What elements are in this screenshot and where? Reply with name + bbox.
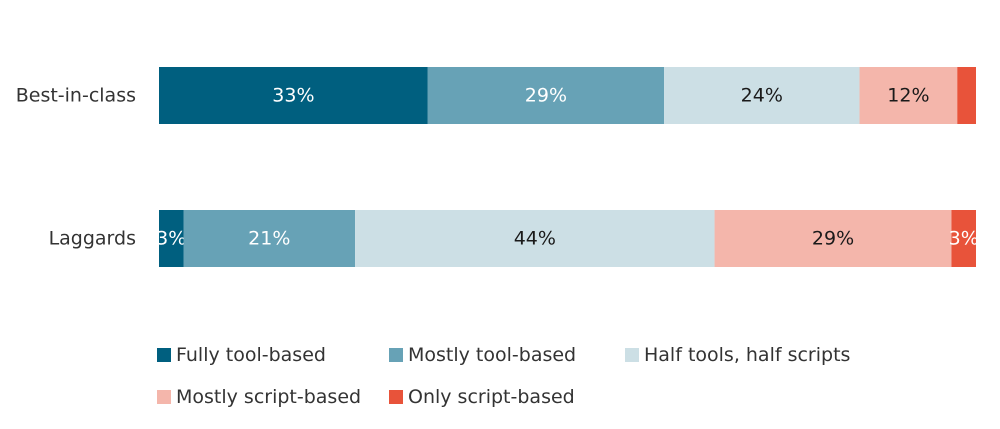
- data-label: 12%: [887, 85, 929, 107]
- legend: Fully tool-based Mostly tool-based Half to…: [157, 344, 850, 408]
- data-label: 3%: [949, 228, 979, 250]
- bar-segment: [355, 210, 715, 267]
- legend-swatch: [157, 348, 171, 362]
- bar-segment: [159, 210, 184, 267]
- bars-group: Best-in-class 33% 29% 24% 12% Laggards 3% 21% 44…: [16, 67, 979, 267]
- legend-label: Fully tool-based: [176, 344, 326, 366]
- bar-segment: [714, 210, 952, 267]
- data-label: 29%: [812, 228, 854, 250]
- legend-swatch: [157, 390, 171, 404]
- legend-item: Half tools, half scripts: [625, 344, 850, 366]
- data-label: 44%: [514, 228, 556, 250]
- bar-segment: [957, 67, 976, 124]
- bar-segment: [951, 210, 976, 267]
- legend-item: Mostly tool-based: [389, 344, 576, 366]
- bar-segment: [183, 210, 356, 267]
- legend-label: Mostly tool-based: [408, 344, 576, 366]
- legend-swatch: [389, 390, 403, 404]
- data-label: 21%: [248, 228, 290, 250]
- bar-segment: [859, 67, 958, 124]
- legend-label: Only script-based: [408, 386, 575, 408]
- bar-segment: [427, 67, 665, 124]
- bar-segment: [159, 67, 428, 124]
- data-label: 33%: [272, 85, 314, 107]
- legend-item: Only script-based: [389, 386, 575, 408]
- legend-item: Fully tool-based: [157, 344, 326, 366]
- legend-swatch: [389, 348, 403, 362]
- category-label: Best-in-class: [16, 85, 136, 107]
- category-label: Laggards: [49, 228, 136, 250]
- legend-item: Mostly script-based: [157, 386, 361, 408]
- data-label: 29%: [525, 85, 567, 107]
- bar-segment: [664, 67, 860, 124]
- data-label: 3%: [156, 228, 186, 250]
- data-label: 24%: [741, 85, 783, 107]
- legend-label: Half tools, half scripts: [644, 344, 850, 366]
- legend-swatch: [625, 348, 639, 362]
- legend-label: Mostly script-based: [176, 386, 361, 408]
